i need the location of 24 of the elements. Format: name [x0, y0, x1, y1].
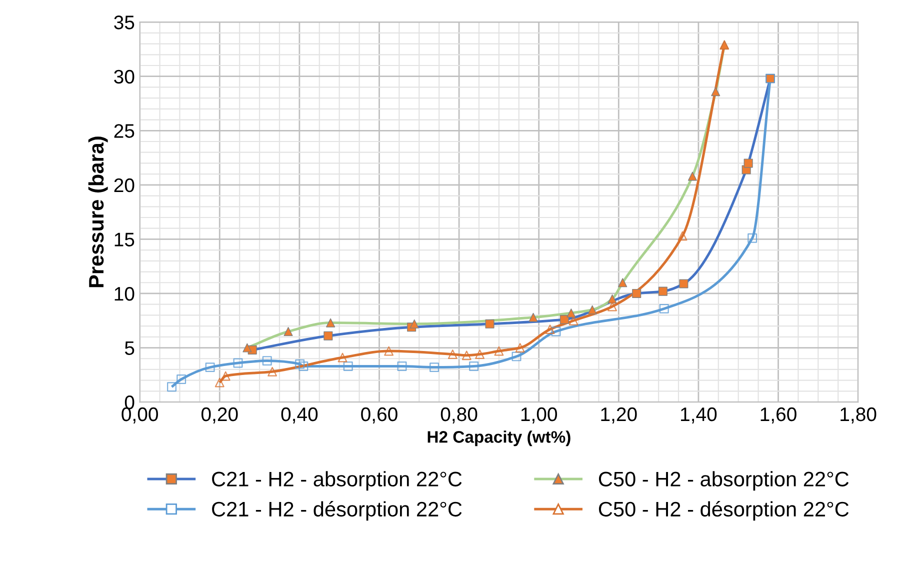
legend-label: C21 - H2 - absorption 22°C	[212, 471, 462, 491]
x-axis-title: H2 Capacity (wt%)	[428, 430, 570, 446]
y-tick-label: 35	[114, 16, 134, 30]
y-tick-label: 0	[124, 396, 134, 410]
x-tick-label: 1,20	[601, 407, 637, 424]
y-tick-label: 15	[114, 232, 134, 246]
x-tick-label: 1,80	[840, 407, 876, 424]
y-tick-label: 25	[114, 124, 134, 138]
y-tick-label: 20	[114, 178, 134, 192]
x-tick-label: 1,60	[760, 407, 796, 424]
x-tick-label: 0,80	[440, 407, 478, 424]
y-tick-label: 5	[124, 341, 134, 356]
legend-label: C50 - H2 - absorption 22°C	[598, 471, 849, 491]
x-tick-label: 1,40	[681, 407, 717, 424]
y-axis-title: Pressure (bara)	[88, 136, 108, 288]
x-tick-label: 0,00	[122, 407, 158, 424]
x-tick-label: 0,60	[361, 407, 398, 424]
y-tick-label: 10	[114, 286, 134, 301]
legend-label: C50 - H2 - désorption 22°C	[598, 501, 849, 521]
x-tick-label: 0,40	[281, 407, 318, 424]
x-tick-label: 0,20	[201, 407, 238, 424]
x-tick-label: 1,00	[521, 407, 558, 424]
y-tick-label: 30	[114, 70, 134, 84]
legend-label: C21 - H2 - désorption 22°C	[212, 501, 462, 521]
